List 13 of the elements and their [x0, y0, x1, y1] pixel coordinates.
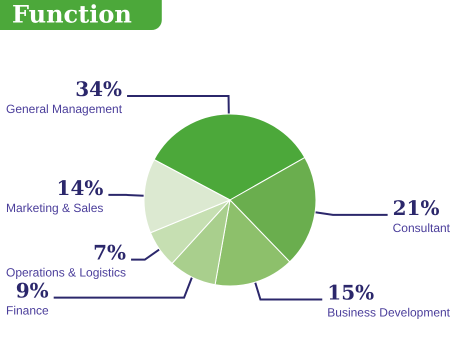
slice-label: Operations & Logistics [6, 266, 126, 280]
slice-label: Consultant [392, 220, 451, 235]
chart-title: Function [12, 0, 132, 28]
slice-label: General Management [6, 102, 123, 116]
data-label: 9% [16, 278, 49, 303]
slice-label: Business Development [327, 305, 451, 320]
data-label: 34% [75, 77, 122, 102]
data-label: 14% [56, 176, 104, 200]
slice-label: Marketing & Sales [6, 200, 104, 215]
data-label: 21% [392, 196, 440, 220]
data-label: 7% [93, 240, 126, 265]
data-label: 15% [327, 280, 374, 304]
slice-label: Finance [6, 304, 50, 318]
